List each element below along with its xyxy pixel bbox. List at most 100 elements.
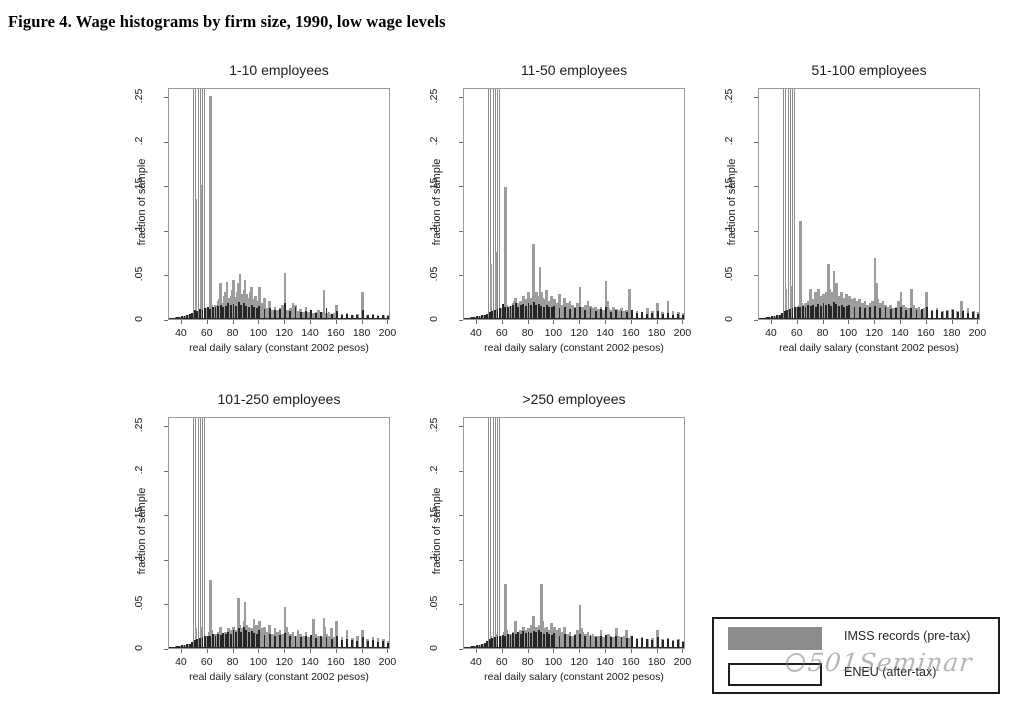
histogram-bar (291, 302, 295, 319)
histogram-bar (504, 583, 507, 648)
histogram-bar (219, 634, 222, 648)
y-tick-mark (164, 96, 168, 98)
x-tick-label: 120 (570, 327, 588, 339)
x-tick-label: 60 (495, 327, 508, 339)
histogram-bar (299, 311, 302, 319)
histogram-bar (330, 639, 333, 648)
histogram-bar (545, 631, 548, 648)
histogram-bar (540, 583, 543, 648)
histogram-bar (641, 638, 644, 648)
histogram-bar (574, 634, 576, 648)
plot-frame (463, 417, 685, 649)
histogram-bar (866, 304, 869, 319)
histogram-bar (230, 633, 232, 648)
histogram-bar (183, 316, 186, 319)
histogram-bar (646, 313, 649, 319)
histogram-bar (591, 633, 595, 648)
y-tick-mark (164, 230, 168, 232)
plot-frame (758, 88, 980, 320)
histogram-bar (905, 310, 908, 319)
histogram-bar (366, 640, 369, 648)
y-tick-label: .1 (723, 225, 735, 235)
legend-label-imss: IMSS records (pre-tax) (844, 629, 971, 643)
histogram-bar (661, 313, 664, 319)
histogram-bar (967, 312, 970, 319)
histogram-bar (656, 637, 659, 648)
histogram-bar (876, 299, 880, 319)
histogram-bar (486, 313, 489, 319)
plot-area (168, 417, 390, 649)
histogram-bar (869, 307, 871, 319)
histogram-bar (517, 306, 520, 319)
histogram-bar (550, 307, 553, 319)
y-tick-mark (164, 470, 168, 472)
histogram-bar (576, 630, 579, 648)
histogram-bar (879, 308, 882, 319)
histogram-bar (545, 304, 548, 319)
x-tick-label: 200 (673, 327, 692, 339)
x-tick-mark (501, 320, 503, 324)
histogram-bar (545, 290, 548, 319)
histogram-bar (889, 309, 892, 319)
histogram-bar (488, 311, 491, 319)
x-tick-label: 160 (622, 656, 640, 668)
y-tick-label: .25 (133, 417, 145, 433)
histogram-bar (558, 635, 561, 648)
histogram-bar (289, 310, 292, 319)
histogram-bar (622, 310, 626, 319)
histogram-bar (493, 418, 497, 648)
histogram-bar (615, 636, 618, 648)
panel-title: 101-250 employees (217, 391, 341, 407)
histogram-bar (874, 305, 877, 319)
histogram-bar (571, 635, 574, 648)
histogram-bar (258, 305, 261, 319)
histogram-bar (651, 312, 654, 319)
x-tick-mark (682, 649, 684, 653)
y-tick-label: .05 (428, 596, 440, 611)
histogram-bar (209, 636, 212, 648)
histogram-bar (225, 281, 229, 319)
y-tick-label: .2 (723, 136, 735, 145)
histogram-bar (219, 304, 222, 319)
histogram-bar (522, 303, 525, 319)
y-tick-label: .2 (428, 136, 440, 145)
x-tick-label: 80 (226, 327, 239, 339)
histogram-bar (483, 642, 486, 648)
histogram-bar (475, 645, 478, 648)
histogram-bar (202, 418, 206, 648)
x-tick-label: 180 (942, 327, 961, 339)
histogram-bar (540, 305, 543, 319)
x-tick-mark (361, 649, 363, 653)
histogram-bar (322, 290, 326, 319)
histogram-bar (517, 631, 520, 648)
histogram-bar (625, 311, 628, 319)
histogram-bar (387, 316, 389, 319)
histogram-bar (540, 631, 543, 648)
histogram-bar (550, 634, 553, 648)
y-tick-mark (459, 515, 463, 517)
histogram-bar (209, 95, 212, 319)
histogram-bar (612, 637, 615, 648)
histogram-bar (382, 315, 385, 319)
histogram-bar (270, 310, 274, 319)
histogram-bar (497, 89, 501, 319)
histogram-bar (491, 638, 494, 648)
histogram-bar (327, 311, 331, 319)
histogram-bar (622, 636, 626, 648)
histogram-bar (558, 294, 561, 319)
histogram-bar (519, 304, 522, 319)
histogram-bar (330, 313, 333, 319)
x-tick-mark (335, 320, 337, 324)
histogram-bar (636, 312, 638, 319)
histogram-bar (481, 315, 483, 319)
x-tick-label: 40 (470, 656, 482, 668)
y-tick-mark (164, 320, 168, 321)
legend-label-eneu: ENEU (after-tax) (844, 665, 937, 679)
histogram-bar (791, 308, 794, 319)
histogram-bar (217, 633, 219, 648)
histogram-bar (335, 310, 338, 319)
histogram-bar (263, 309, 266, 319)
histogram-bar (501, 303, 504, 319)
histogram-bar (560, 631, 564, 648)
histogram-bar (307, 311, 310, 319)
